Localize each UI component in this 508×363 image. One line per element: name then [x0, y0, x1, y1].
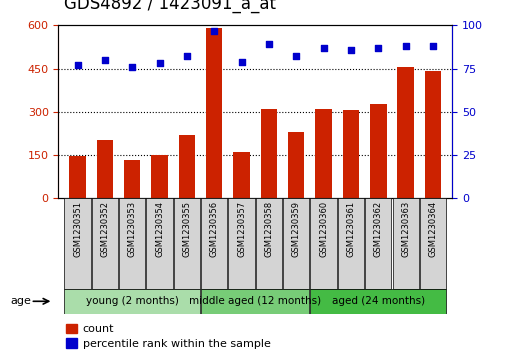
- Point: [374, 45, 383, 51]
- Text: GSM1230355: GSM1230355: [182, 200, 192, 257]
- Text: GSM1230353: GSM1230353: [128, 200, 137, 257]
- Bar: [70, 156, 86, 198]
- Text: GDS4892 / 1423091_a_at: GDS4892 / 1423091_a_at: [64, 0, 275, 13]
- FancyBboxPatch shape: [310, 198, 337, 289]
- Text: middle aged (12 months): middle aged (12 months): [189, 296, 322, 306]
- Text: GSM1230354: GSM1230354: [155, 200, 164, 257]
- Text: GSM1230361: GSM1230361: [346, 200, 356, 257]
- FancyBboxPatch shape: [365, 198, 392, 289]
- Text: GSM1230363: GSM1230363: [401, 200, 410, 257]
- FancyBboxPatch shape: [201, 198, 228, 289]
- Text: GSM1230364: GSM1230364: [428, 200, 437, 257]
- Text: GSM1230357: GSM1230357: [237, 200, 246, 257]
- Text: aged (24 months): aged (24 months): [332, 296, 425, 306]
- FancyBboxPatch shape: [65, 198, 91, 289]
- Bar: [151, 155, 168, 198]
- FancyBboxPatch shape: [310, 289, 446, 314]
- Bar: [206, 28, 223, 198]
- Bar: [343, 110, 359, 198]
- FancyBboxPatch shape: [65, 289, 200, 314]
- Bar: [425, 72, 441, 198]
- Point: [347, 47, 355, 53]
- FancyBboxPatch shape: [420, 198, 446, 289]
- Bar: [397, 67, 414, 198]
- Point: [128, 64, 136, 70]
- Text: GSM1230360: GSM1230360: [319, 200, 328, 257]
- Bar: [233, 152, 250, 198]
- Text: GSM1230362: GSM1230362: [374, 200, 383, 257]
- FancyBboxPatch shape: [146, 198, 173, 289]
- Point: [402, 43, 410, 49]
- Bar: [370, 105, 387, 198]
- Legend: count, percentile rank within the sample: count, percentile rank within the sample: [64, 321, 273, 351]
- Bar: [97, 140, 113, 198]
- Text: GSM1230356: GSM1230356: [210, 200, 219, 257]
- Point: [320, 45, 328, 51]
- Point: [210, 28, 218, 33]
- Text: GSM1230351: GSM1230351: [73, 200, 82, 257]
- Point: [155, 60, 164, 66]
- Bar: [179, 135, 195, 198]
- Bar: [124, 160, 140, 198]
- Point: [183, 53, 191, 59]
- Bar: [288, 132, 304, 198]
- Text: age: age: [10, 296, 31, 306]
- Text: GSM1230352: GSM1230352: [101, 200, 109, 257]
- Point: [292, 53, 300, 59]
- FancyBboxPatch shape: [283, 198, 309, 289]
- FancyBboxPatch shape: [338, 198, 364, 289]
- Point: [238, 59, 246, 65]
- Bar: [315, 109, 332, 198]
- FancyBboxPatch shape: [119, 198, 145, 289]
- FancyBboxPatch shape: [174, 198, 200, 289]
- Point: [429, 43, 437, 49]
- FancyBboxPatch shape: [256, 198, 282, 289]
- Text: GSM1230358: GSM1230358: [265, 200, 273, 257]
- Bar: [261, 109, 277, 198]
- FancyBboxPatch shape: [92, 198, 118, 289]
- Point: [265, 41, 273, 47]
- Text: young (2 months): young (2 months): [86, 296, 179, 306]
- FancyBboxPatch shape: [201, 289, 309, 314]
- Point: [101, 57, 109, 63]
- Text: GSM1230359: GSM1230359: [292, 200, 301, 257]
- Point: [74, 62, 82, 68]
- FancyBboxPatch shape: [229, 198, 255, 289]
- FancyBboxPatch shape: [393, 198, 419, 289]
